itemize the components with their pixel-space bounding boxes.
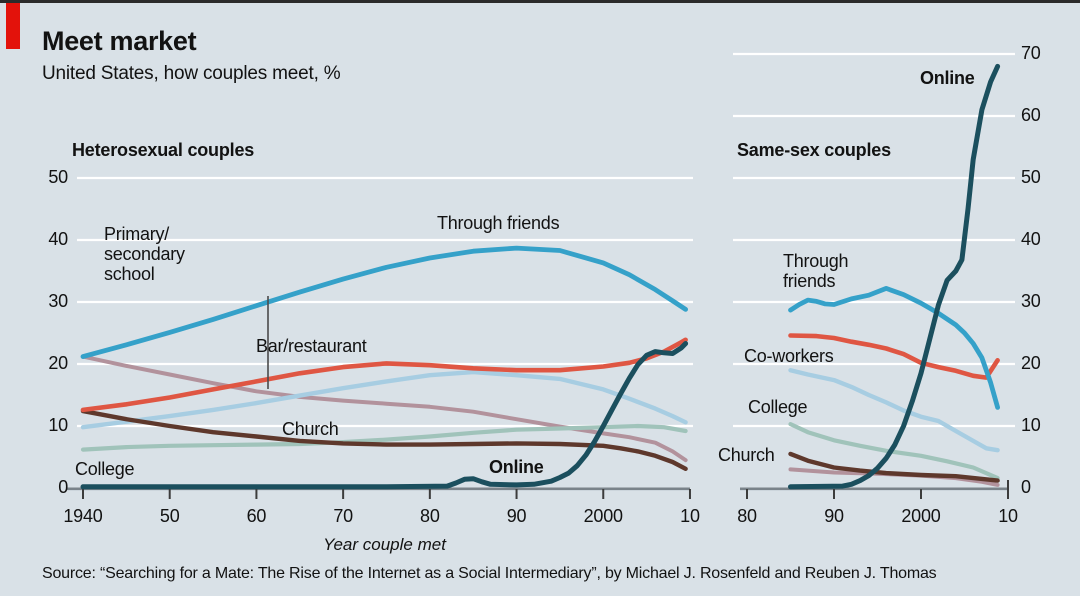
series-line-primary-secondary-school: [81, 354, 688, 463]
series-line-unlabeled-light-blue: [788, 368, 1000, 453]
economist-red-tab: [6, 3, 20, 49]
top-border: [0, 0, 1080, 3]
panel-title-same-sex: Same-sex couples: [737, 140, 891, 160]
source-note: Source: “Searching for a Mate: The Rise …: [42, 565, 937, 582]
bottom-margin: [0, 596, 1080, 607]
page-subtitle: United States, how couples meet, %: [42, 63, 341, 84]
panel-title-heterosexual: Heterosexual couples: [72, 140, 255, 160]
series-line-college: [80, 423, 688, 452]
series-line-college: [788, 422, 1000, 481]
x-axis-title: Year couple met: [323, 535, 446, 554]
page-title: Meet market: [42, 26, 197, 56]
series-line-church: [80, 408, 688, 471]
series-line-online: [80, 341, 689, 490]
series-line-through-friends: [788, 286, 1000, 410]
series-line-bar-restaurant: [80, 337, 688, 413]
series-line-co-workers: [788, 333, 1000, 380]
series-line-online: [788, 63, 1001, 490]
series-line-unlabeled-light-blue: [80, 369, 688, 430]
series-line-through-friends: [80, 245, 688, 359]
